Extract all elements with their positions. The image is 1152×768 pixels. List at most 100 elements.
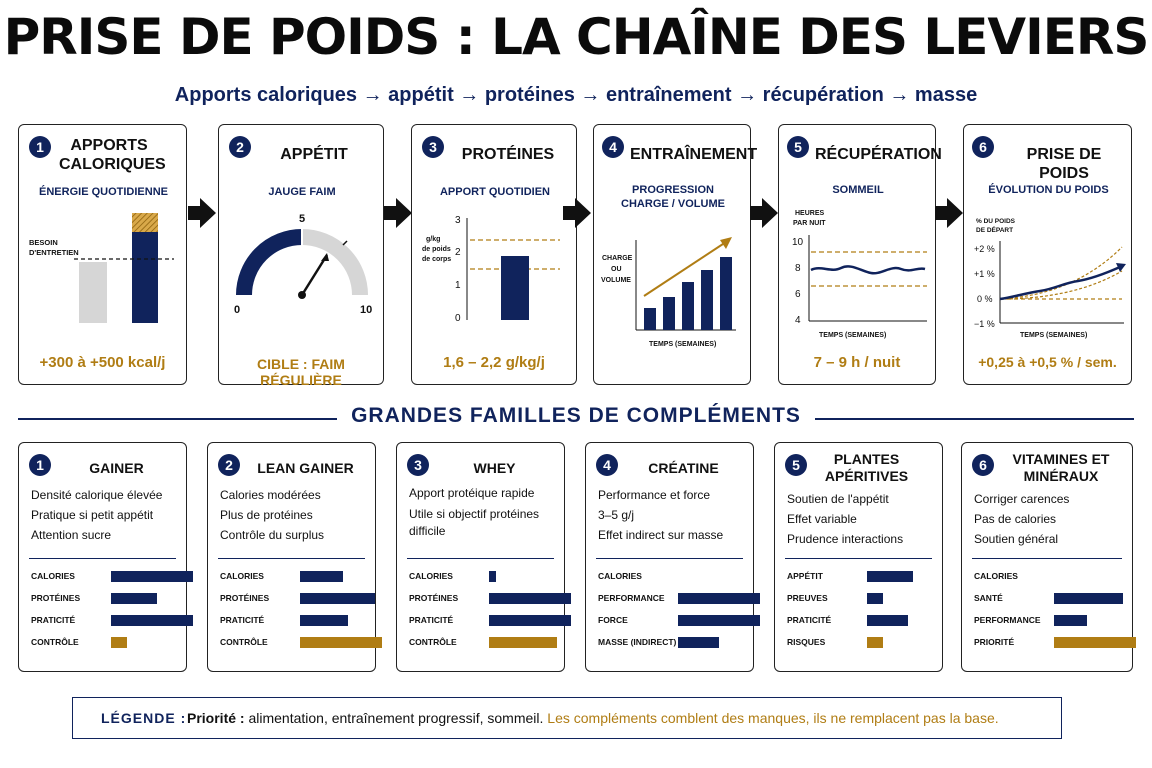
rating-bar — [489, 593, 571, 604]
rating-bar — [678, 593, 760, 604]
flow-arrow-icon — [188, 198, 216, 228]
divider — [29, 558, 176, 559]
flow-arrow-icon — [935, 198, 963, 228]
sleep-line — [810, 265, 926, 275]
rating-bar — [678, 615, 760, 626]
protein-chart: g/kg de poids de corps 3 2 1 0 — [422, 215, 560, 324]
rating-bar — [111, 571, 193, 582]
lever-subtitle: SOMMEIL — [832, 184, 884, 196]
note: Soutien de l'appétit — [787, 492, 889, 506]
rating-row: CALORIES — [31, 567, 193, 589]
rating-bar — [489, 637, 557, 648]
rating-label: RISQUES — [787, 637, 826, 647]
rating-bar — [300, 571, 343, 582]
rating-bar — [1054, 615, 1087, 626]
rating-label: CONTRÔLE — [409, 637, 457, 647]
rating-row: CALORIES — [220, 567, 365, 589]
rating-label: PRATICITÉ — [409, 615, 454, 625]
note: Pas de calories — [974, 512, 1057, 526]
protein-tick-1: 1 — [455, 280, 461, 291]
supplement-title: VITAMINES ET MINÉRAUX — [1012, 451, 1110, 484]
maintenance-label-2: D'ENTRETIEN — [29, 248, 79, 257]
note: Effet variable — [787, 512, 857, 526]
training-bar-1 — [644, 308, 656, 330]
rating-label: FORCE — [598, 615, 628, 625]
sleep-tick-4: 4 — [795, 315, 801, 326]
page-subtitle: Apports caloriques → appétit → protéines… — [174, 84, 978, 106]
rating-bars: CALORIES SANTÉ PERFORMANCE PRIORITÉ — [974, 567, 1136, 655]
gauge-tick-target — [342, 240, 348, 246]
lever-title: APPORTS CALORIQUES — [59, 137, 166, 173]
rating-bars: CALORIES PROTÉINES PRATICITÉ CONTRÔLE — [409, 567, 571, 655]
rating-row: PRATICITÉ — [409, 611, 571, 633]
gauge-needle — [300, 254, 329, 296]
lever-target: +0,25 à +0,5 % / sem. — [978, 354, 1117, 370]
rating-label: CALORIES — [31, 571, 75, 581]
gauge-max: 10 — [360, 304, 372, 316]
section-rule-left — [18, 418, 358, 420]
rating-label: CONTRÔLE — [31, 637, 79, 647]
supplement-card-creatine: 4 CRÉATINE Performance et force 3–5 g/j … — [585, 442, 760, 672]
rating-row: PERFORMANCE — [598, 589, 760, 611]
rating-row: CONTRÔLE — [31, 633, 176, 655]
rating-bar — [867, 615, 908, 626]
lever-subtitle: JAUGE FAIM — [268, 186, 336, 198]
supplement-title: PLANTES APÉRITIVES — [824, 451, 909, 484]
sleep-chart: HEURES PAR NUIT 10 8 6 4 TEMPS (SEMAINES… — [792, 210, 927, 339]
step-number: 2 — [218, 454, 240, 476]
rating-bar — [111, 593, 157, 604]
note: Utile si objectif protéines difficile — [409, 507, 540, 538]
rating-row: PROTÉINES — [409, 589, 571, 611]
supplement-card-appetite-plants: 5 PLANTES APÉRITIVES Soutien de l'appéti… — [774, 442, 943, 672]
divider — [972, 558, 1122, 559]
rating-bars: CALORIES PERFORMANCE FORCE MASSE (INDIRECT) — [598, 567, 760, 655]
rating-label: CALORIES — [974, 571, 1018, 581]
step-number: 3 — [407, 454, 429, 476]
supplement-card-lean-gainer: 2 LEAN GAINER Calories modérées Plus de … — [207, 442, 382, 672]
flow-arrow-icon — [563, 198, 591, 228]
training-bar-3 — [682, 282, 694, 330]
legend-text: Priorité : alimentation, entraînement pr… — [187, 710, 999, 726]
gauge-hub — [298, 291, 306, 299]
note: Calories modérées — [220, 488, 321, 502]
rating-row: CONTRÔLE — [220, 633, 382, 655]
supplement-notes: Densité calorique élevée Pratique si pet… — [31, 485, 180, 545]
sleep-xlabel: TEMPS (SEMAINES) — [819, 332, 886, 339]
training-ylabel-2: OU — [611, 266, 622, 273]
supplement-notes: Corriger carences Pas de calories Soutie… — [974, 489, 1126, 549]
weight-tick-0: 0 % — [977, 294, 993, 304]
rating-bar — [1054, 637, 1136, 648]
rating-row: RISQUES — [787, 633, 932, 655]
rating-label: CONTRÔLE — [220, 637, 268, 647]
sleep-tick-6: 6 — [795, 289, 801, 300]
training-xlabel: TEMPS (SEMAINES) — [649, 341, 716, 348]
rating-label: APPÉTIT — [787, 571, 823, 581]
weight-arrowhead — [1116, 263, 1126, 272]
rating-row: MASSE (INDIRECT) — [598, 633, 743, 655]
protein-bar — [501, 256, 529, 320]
supplement-notes: Performance et force 3–5 g/j Effet indir… — [598, 485, 747, 545]
rating-row: PERFORMANCE — [974, 611, 1122, 633]
note: Apport protéique rapide — [409, 486, 535, 500]
rating-row: SANTÉ — [974, 589, 1123, 611]
rating-bars: CALORIES PROTÉINES PRATICITÉ CONTRÔLE — [220, 567, 382, 655]
lever-title: ENTRAÎNEMENT — [630, 146, 758, 163]
lever-target: +300 à +500 kcal/j — [39, 354, 166, 371]
weight-upper-bound — [999, 246, 1123, 300]
divider — [218, 558, 365, 559]
step-number: 1 — [29, 136, 51, 158]
maintenance-bar — [79, 262, 107, 323]
surplus-hatch — [132, 213, 158, 232]
calorie-bars-chart: BESOIN D'ENTRETIEN — [29, 213, 174, 323]
rating-label: PRATICITÉ — [787, 615, 832, 625]
supplement-card-gainer: 1 GAINER Densité calorique élevée Pratiq… — [18, 442, 193, 672]
lever-subtitle: ÉVOLUTION DU POIDS — [988, 184, 1109, 196]
note: Attention sucre — [31, 528, 112, 542]
lever-card-recovery: 5 RÉCUPÉRATION SOMMEIL HEURES PAR NUIT 1… — [778, 124, 942, 385]
legend-priority-text: alimentation, entraînement progressif, s… — [244, 710, 544, 726]
sleep-tick-10: 10 — [792, 237, 804, 248]
rating-row: PREUVES — [787, 589, 932, 611]
lever-card-protein: 3 PROTÉINES APPORT QUOTIDIEN g/kg de poi… — [411, 124, 577, 385]
training-bar-2 — [663, 297, 675, 330]
weight-xlabel: TEMPS (SEMAINES) — [1020, 332, 1087, 339]
